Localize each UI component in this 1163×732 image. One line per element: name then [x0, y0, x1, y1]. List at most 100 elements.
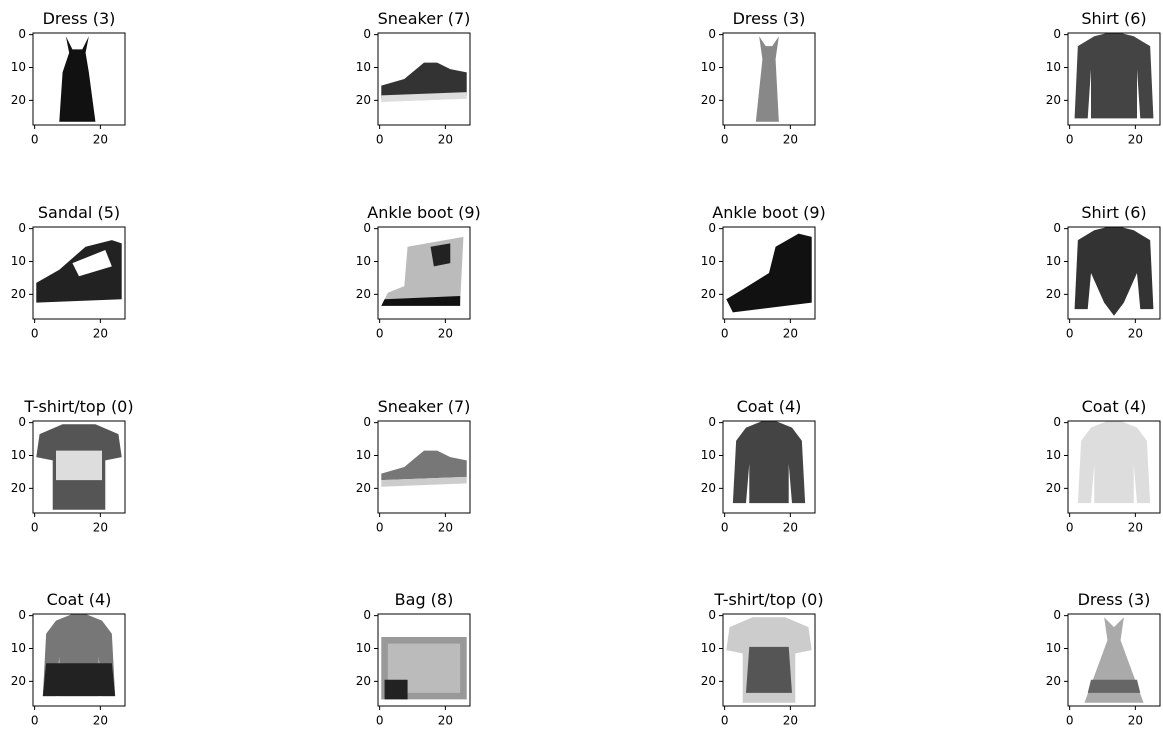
x-tick-label: 0 [1066, 714, 1074, 728]
y-tick-label: 20 [701, 287, 716, 301]
garment-shape [726, 233, 812, 313]
axes-frame [377, 420, 471, 514]
x-tick-label: 20 [783, 521, 798, 535]
axes-frame [1067, 420, 1161, 514]
x-tick-label: 20 [1128, 714, 1143, 728]
subplot-title: Shirt (6) [1081, 9, 1146, 28]
axes-frame [722, 32, 816, 126]
subplot-title: Sneaker (7) [378, 9, 471, 28]
garment-shape [430, 243, 451, 267]
y-tick-label: 0 [708, 608, 716, 622]
y-tick-label: 10 [1046, 641, 1061, 655]
y-tick-label: 0 [1053, 608, 1061, 622]
image [1084, 617, 1144, 703]
y-tick-label: 0 [1053, 221, 1061, 235]
garment-shape [1074, 227, 1154, 316]
axes-frame [377, 32, 471, 126]
x-tick-label: 20 [1128, 327, 1143, 341]
x-tick-label: 20 [783, 133, 798, 147]
garment-shape [381, 476, 467, 487]
x-tick-label: 0 [376, 133, 384, 147]
subplot-title: Dress (3) [1078, 590, 1151, 609]
y-tick-label: 10 [701, 641, 716, 655]
x-tick-label: 0 [721, 521, 729, 535]
subplot-title: Sneaker (7) [378, 397, 471, 416]
x-tick-label: 20 [438, 133, 453, 147]
y-tick-label: 10 [1046, 448, 1061, 462]
axes-frame [32, 420, 126, 514]
image [1077, 421, 1151, 504]
image [381, 450, 467, 487]
y-tick-label: 20 [1046, 481, 1061, 495]
x-tick-label: 0 [1066, 133, 1074, 147]
image [726, 617, 812, 703]
subplot-title: Coat (4) [737, 397, 802, 416]
subplot-title: Ankle boot (9) [367, 203, 480, 222]
y-tick-label: 10 [1046, 254, 1061, 268]
axes-frame [722, 613, 816, 707]
garment-shape [381, 92, 467, 102]
x-tick-label: 0 [376, 714, 384, 728]
x-tick-label: 20 [93, 521, 108, 535]
garment-shape [381, 62, 467, 99]
subplot-title: Sandal (5) [38, 203, 120, 222]
axes-frame [722, 420, 816, 514]
subplot-title: Coat (4) [1082, 397, 1147, 416]
y-tick-label: 0 [708, 221, 716, 235]
subplot-title: Shirt (6) [1081, 203, 1146, 222]
image [59, 36, 96, 122]
y-tick-label: 0 [708, 415, 716, 429]
y-tick-label: 10 [11, 641, 26, 655]
y-tick-label: 10 [11, 254, 26, 268]
subplot: Shirt (6) 0 20 0 10 20 [1046, 9, 1161, 147]
y-tick-label: 20 [356, 287, 371, 301]
y-tick-label: 20 [1046, 287, 1061, 301]
x-tick-label: 20 [438, 521, 453, 535]
subplot: Coat (4) 0 20 0 10 20 [11, 590, 126, 728]
x-tick-label: 0 [1066, 327, 1074, 341]
image [726, 233, 812, 313]
x-tick-label: 0 [31, 327, 39, 341]
x-tick-label: 20 [783, 714, 798, 728]
x-tick-label: 20 [1128, 133, 1143, 147]
subplot-title: T-shirt/top (0) [23, 397, 133, 416]
x-tick-label: 20 [783, 327, 798, 341]
x-tick-label: 0 [31, 133, 39, 147]
y-tick-label: 10 [11, 448, 26, 462]
subplot-title: Coat (4) [47, 590, 112, 609]
x-tick-label: 0 [376, 327, 384, 341]
y-tick-label: 20 [356, 674, 371, 688]
image [732, 421, 806, 504]
y-tick-label: 10 [356, 60, 371, 74]
y-tick-label: 0 [363, 415, 371, 429]
x-tick-label: 20 [93, 714, 108, 728]
axes-frame [1067, 226, 1161, 320]
garment-shape [755, 36, 779, 122]
subplot-title: Dress (3) [733, 9, 806, 28]
garment-shape [56, 450, 102, 481]
y-tick-label: 0 [18, 27, 26, 41]
y-tick-label: 10 [356, 448, 371, 462]
y-tick-label: 20 [11, 287, 26, 301]
subplot-title: T-shirt/top (0) [713, 590, 823, 609]
x-tick-label: 0 [721, 327, 729, 341]
image [381, 236, 464, 306]
x-tick-label: 0 [31, 521, 39, 535]
subplot: Shirt (6) 0 20 0 10 20 [1046, 203, 1161, 341]
x-tick-label: 20 [438, 327, 453, 341]
garment-shape [1077, 421, 1151, 504]
axes-frame [377, 613, 471, 707]
axes-frame [32, 32, 126, 126]
garment-shape [381, 296, 461, 306]
subplot: Dress (3) 0 20 0 10 20 [1046, 590, 1161, 728]
y-tick-label: 0 [363, 221, 371, 235]
y-tick-label: 0 [18, 221, 26, 235]
y-tick-label: 20 [11, 481, 26, 495]
y-tick-label: 0 [1053, 27, 1061, 41]
image [36, 240, 122, 303]
garment-shape [1087, 679, 1141, 693]
